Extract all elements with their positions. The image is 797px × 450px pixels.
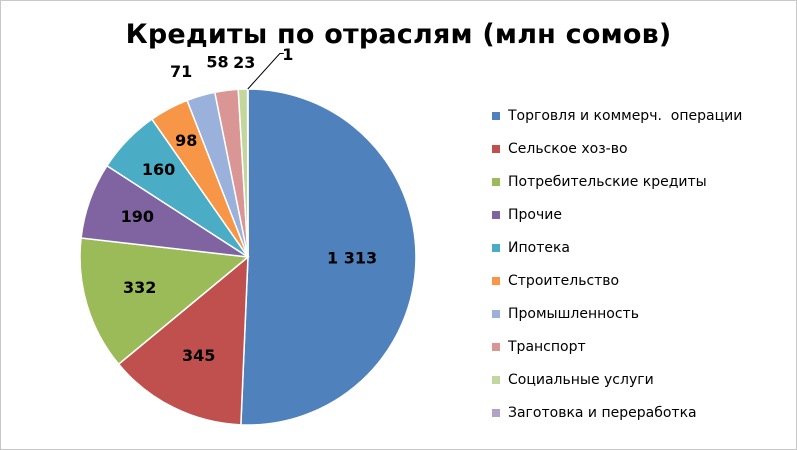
legend-swatch [492,342,500,351]
legend-item: Транспорт [492,330,742,363]
legend-item: Сельское хоз-во [492,132,742,165]
legend-item: Торговля и коммерч. операции [492,99,742,132]
legend-label: Потребительские кредиты [508,173,707,190]
pie-slice [240,88,417,426]
slice-value-label: 160 [142,160,175,179]
legend-swatch [492,111,500,120]
legend-swatch [492,144,500,153]
slice-value-label: 190 [121,207,154,226]
legend-label: Ипотека [508,239,570,256]
legend-label: Сельское хоз-во [508,140,628,157]
legend-item: Социальные услуги [492,363,742,396]
legend-swatch [492,243,500,252]
legend-swatch [492,309,500,318]
legend-label: Заготовка и переработка [508,404,697,421]
legend-item: Строительство [492,264,742,297]
legend-swatch [492,177,500,186]
legend-item: Ипотека [492,231,742,264]
slice-value-label: 98 [175,131,197,150]
chart-title: Кредиты по отраслям (млн сомов) [125,19,672,50]
legend-swatch [492,276,500,285]
slice-value-label: 71 [170,62,192,81]
chart-legend: Торговля и коммерч. операции Сельское хоз… [492,99,742,429]
legend-item: Заготовка и переработка [492,396,742,429]
slice-value-label: 1 [282,45,293,64]
pie-slice [79,237,250,366]
pie-slice [117,255,249,426]
legend-label: Строительство [508,272,620,289]
slice-value-label: 58 [206,53,228,72]
leader-line [247,53,284,90]
legend-label: Социальные услуги [508,371,654,388]
slice-value-label: 345 [182,346,215,365]
legend-swatch [492,375,500,384]
slice-value-label: 23 [233,53,255,72]
legend-item: Потребительские кредиты [492,165,742,198]
legend-label: Прочие [508,206,562,223]
slice-value-label: 332 [123,278,156,297]
legend-swatch [492,408,500,417]
legend-item: Промышленность [492,297,742,330]
legend-label: Торговля и коммерч. операции [508,107,743,124]
legend-item: Прочие [492,198,742,231]
legend-label: Промышленность [508,305,639,322]
legend-swatch [492,210,500,219]
legend-label: Транспорт [508,338,586,355]
slice-value-label: 1 313 [327,249,377,268]
